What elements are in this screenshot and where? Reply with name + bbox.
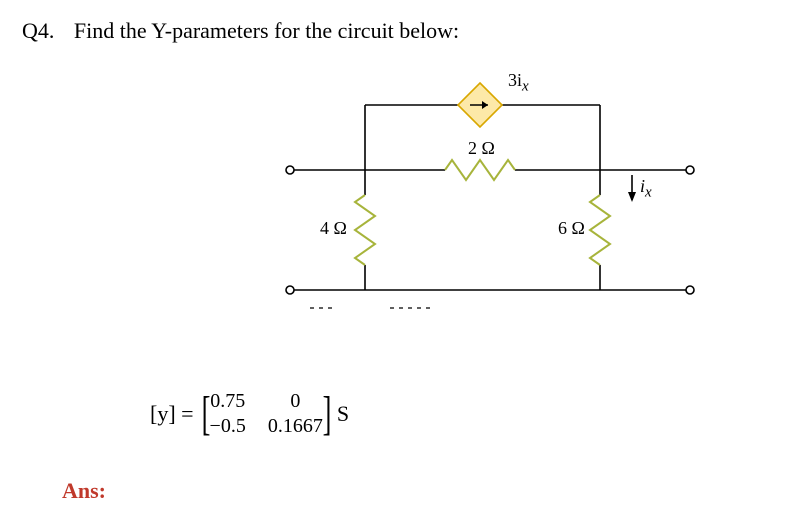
- m11: 0.75: [210, 390, 246, 413]
- ix-label: ix: [640, 176, 652, 202]
- m12: 0: [268, 390, 323, 413]
- r-left-label: 4 Ω: [320, 218, 347, 239]
- source-label-sub: x: [522, 79, 529, 95]
- matrix-unit: S: [337, 401, 349, 427]
- m21: −0.5: [210, 415, 246, 438]
- matrix-lhs: [y] =: [150, 401, 194, 427]
- circuit-diagram: 3ix 2 Ω 4 Ω 6 Ω ix: [280, 70, 700, 320]
- source-label-text: 3i: [508, 70, 522, 90]
- r-top-label: 2 Ω: [468, 138, 495, 159]
- circuit-svg: [280, 70, 700, 320]
- answer-matrix: [y] = [ 0.75 0 −0.5 0.1667 ] S: [150, 390, 349, 438]
- question-line: Q4. Find the Y-parameters for the circui…: [22, 18, 459, 44]
- ix-label-sub: x: [645, 185, 652, 201]
- source-label: 3ix: [508, 70, 529, 96]
- r-right-label: 6 Ω: [558, 218, 585, 239]
- left-bracket-icon: [: [201, 390, 210, 438]
- question-number: Q4.: [22, 18, 54, 43]
- question-text: Find the Y-parameters for the circuit be…: [74, 18, 459, 43]
- m22: 0.1667: [268, 415, 323, 438]
- right-bracket-icon: ]: [322, 390, 331, 438]
- answer-label: Ans:: [62, 478, 106, 504]
